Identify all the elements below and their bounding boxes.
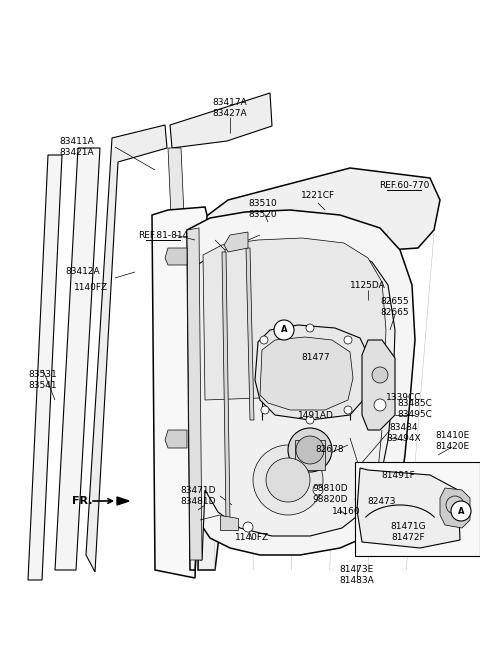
Polygon shape — [355, 462, 480, 556]
Circle shape — [372, 367, 388, 383]
Text: REF.81-814: REF.81-814 — [138, 230, 188, 239]
Polygon shape — [55, 148, 100, 570]
Text: 81471G
81472F: 81471G 81472F — [390, 522, 426, 542]
Polygon shape — [170, 93, 272, 148]
Circle shape — [288, 428, 332, 472]
Polygon shape — [222, 252, 230, 520]
Text: A: A — [458, 506, 464, 516]
Circle shape — [260, 336, 268, 344]
Circle shape — [243, 522, 253, 532]
Text: A: A — [281, 325, 287, 335]
Circle shape — [261, 406, 269, 414]
Polygon shape — [362, 340, 395, 430]
Text: 83510
83520: 83510 83520 — [249, 199, 277, 218]
Polygon shape — [260, 337, 353, 410]
Circle shape — [374, 399, 386, 411]
Polygon shape — [295, 440, 325, 470]
Text: 83471D
83481D: 83471D 83481D — [180, 486, 216, 506]
Text: 98810D
98820D: 98810D 98820D — [312, 484, 348, 504]
Polygon shape — [357, 468, 460, 548]
Circle shape — [313, 485, 323, 495]
Circle shape — [306, 324, 314, 332]
Polygon shape — [187, 210, 415, 570]
Polygon shape — [86, 125, 167, 572]
Circle shape — [366, 498, 374, 506]
Text: 83417A
83427A: 83417A 83427A — [213, 98, 247, 117]
Text: 81473E
81483A: 81473E 81483A — [340, 565, 374, 584]
Circle shape — [441, 491, 469, 519]
Circle shape — [446, 496, 464, 514]
Text: 83484
83494X: 83484 83494X — [387, 423, 421, 443]
Polygon shape — [187, 228, 202, 560]
Circle shape — [296, 436, 324, 464]
Polygon shape — [255, 325, 368, 420]
Polygon shape — [220, 515, 238, 530]
Text: 82473: 82473 — [368, 497, 396, 506]
Circle shape — [266, 458, 310, 502]
Polygon shape — [152, 207, 207, 578]
Polygon shape — [197, 243, 395, 560]
Text: 14160: 14160 — [332, 508, 360, 516]
Text: 83412A: 83412A — [66, 268, 100, 276]
Polygon shape — [28, 155, 62, 580]
Text: 82678: 82678 — [316, 445, 344, 453]
Polygon shape — [440, 488, 470, 528]
Text: FR.: FR. — [72, 496, 93, 506]
Polygon shape — [198, 168, 440, 570]
Text: 81477: 81477 — [302, 354, 330, 363]
Polygon shape — [117, 497, 129, 505]
Text: 1140FZ: 1140FZ — [235, 533, 269, 541]
Text: 1140FZ: 1140FZ — [74, 283, 108, 291]
Circle shape — [306, 416, 314, 424]
Circle shape — [451, 501, 471, 521]
Circle shape — [253, 445, 323, 515]
Text: 82655
82665: 82655 82665 — [381, 297, 409, 317]
Text: REF.60-770: REF.60-770 — [379, 180, 429, 190]
Circle shape — [344, 336, 352, 344]
Text: 81410E
81420E: 81410E 81420E — [435, 431, 469, 451]
Text: 83485C
83495C: 83485C 83495C — [397, 400, 432, 419]
Polygon shape — [203, 238, 386, 400]
Polygon shape — [165, 248, 187, 265]
Polygon shape — [224, 232, 248, 252]
Circle shape — [344, 406, 352, 414]
Text: 1125DA: 1125DA — [350, 281, 386, 289]
Text: 1221CF: 1221CF — [301, 192, 335, 201]
Text: 81491F: 81491F — [381, 472, 415, 480]
Text: 1491AD: 1491AD — [298, 411, 334, 420]
Polygon shape — [246, 248, 254, 420]
Polygon shape — [165, 430, 187, 448]
Text: 83411A
83421A: 83411A 83421A — [60, 137, 95, 157]
Text: 83531
83541: 83531 83541 — [29, 370, 58, 390]
Text: 1339CC: 1339CC — [386, 394, 421, 403]
Polygon shape — [168, 148, 185, 238]
Circle shape — [274, 320, 294, 340]
